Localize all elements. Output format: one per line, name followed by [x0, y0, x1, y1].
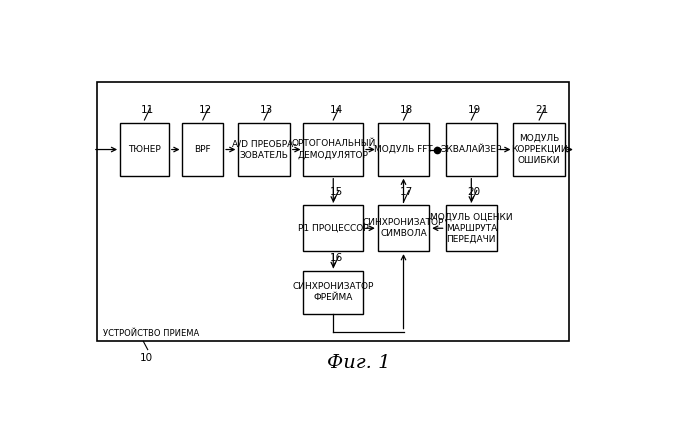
Text: 15: 15: [329, 187, 342, 197]
Text: Фиг. 1: Фиг. 1: [327, 354, 391, 372]
Text: 19: 19: [468, 105, 481, 115]
Text: 18: 18: [400, 105, 413, 115]
Text: 11: 11: [141, 105, 154, 115]
Text: P1 ПРОЦЕССОР: P1 ПРОЦЕССОР: [298, 224, 369, 233]
Text: 12: 12: [199, 105, 212, 115]
Text: СИНХРОНИЗАТОР
ФРЕЙМА: СИНХРОНИЗАТОР ФРЕЙМА: [293, 282, 374, 302]
Bar: [378, 123, 429, 176]
Text: 14: 14: [329, 105, 342, 115]
Bar: [303, 271, 363, 314]
Text: УСТРОЙСТВО ПРИЕМА: УСТРОЙСТВО ПРИЕМА: [103, 329, 199, 338]
Text: МОДУЛЬ
КОРРЕКЦИИ
ОШИБКИ: МОДУЛЬ КОРРЕКЦИИ ОШИБКИ: [511, 134, 568, 165]
Text: 16: 16: [329, 253, 342, 263]
Bar: [238, 123, 290, 176]
Bar: [183, 123, 223, 176]
Bar: [303, 123, 363, 176]
Text: ТЮНЕР: ТЮНЕР: [128, 145, 161, 154]
Bar: [446, 205, 497, 251]
Text: МОДУЛЬ FFT: МОДУЛЬ FFT: [374, 145, 433, 154]
Text: МОДУЛЬ ОЦЕНКИ
МАРШРУТА
ПЕРЕДАЧИ: МОДУЛЬ ОЦЕНКИ МАРШРУТА ПЕРЕДАЧИ: [430, 213, 512, 244]
Text: 17: 17: [400, 187, 413, 197]
Bar: [446, 123, 497, 176]
Bar: [303, 205, 363, 251]
Text: 21: 21: [536, 105, 549, 115]
Bar: [120, 123, 169, 176]
Text: СИНХРОНИЗАТОР
СИМВОЛА: СИНХРОНИЗАТОР СИМВОЛА: [363, 218, 444, 238]
Text: 20: 20: [468, 187, 481, 197]
Bar: [97, 82, 569, 341]
Bar: [378, 205, 429, 251]
Text: ОРТОГОНАЛЬНЫЙ
ДЕМОДУЛЯТОР: ОРТОГОНАЛЬНЫЙ ДЕМОДУЛЯТОР: [291, 139, 375, 160]
Text: BPF: BPF: [195, 145, 211, 154]
Text: ЭКВАЛАЙЗЕР: ЭКВАЛАЙЗЕР: [440, 145, 502, 154]
Text: 13: 13: [260, 105, 274, 115]
Text: 10: 10: [139, 353, 153, 363]
Text: А/D ПРЕОБРА-
ЗОВАТЕЛЬ: А/D ПРЕОБРА- ЗОВАТЕЛЬ: [232, 139, 296, 160]
Bar: [513, 123, 565, 176]
